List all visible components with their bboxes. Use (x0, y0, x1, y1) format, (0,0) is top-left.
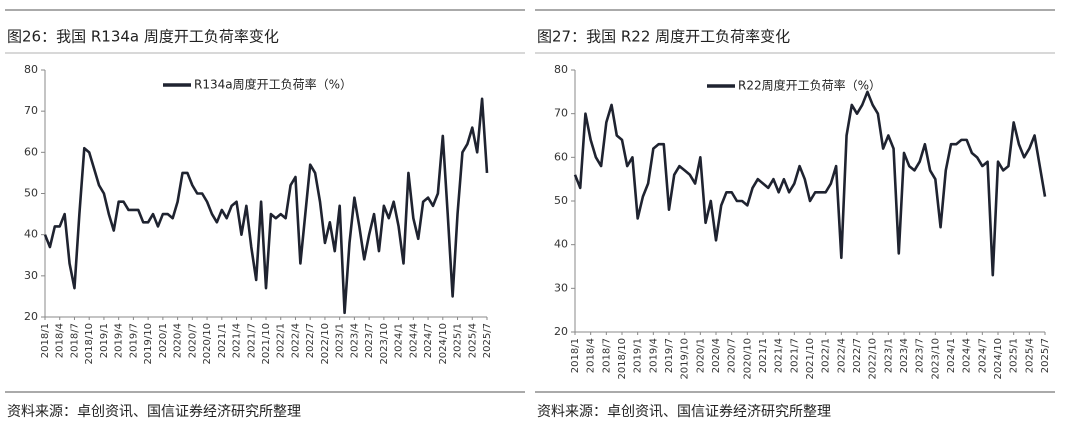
x-tick-label: 2021/7 (789, 338, 800, 373)
x-tick-label: 2022/10 (868, 338, 879, 380)
x-tick-label: 2025/1 (1009, 338, 1020, 373)
x-tick-label: 2023/7 (915, 338, 926, 373)
x-tick-label: 2020/10 (742, 338, 753, 380)
x-tick-label: 2019/10 (143, 323, 154, 365)
x-tick-label: 2020/10 (202, 323, 213, 365)
source-note: 资料来源：卓创资讯、国信证券经济研究所整理 (537, 404, 831, 420)
y-tick-label: 60 (554, 150, 568, 163)
x-tick-label: 2023/10 (379, 323, 390, 365)
x-tick-label: 2024/1 (946, 338, 957, 373)
x-tick-label: 2018/1 (40, 323, 51, 358)
x-tick-label: 2023/1 (883, 338, 894, 373)
x-tick-label: 2020/1 (695, 338, 706, 373)
x-tick-label: 2024/10 (438, 323, 449, 365)
y-tick-label: 40 (24, 228, 38, 241)
y-tick-label: 80 (24, 63, 38, 76)
x-tick-label: 2022/4 (836, 338, 847, 373)
y-tick-label: 50 (24, 187, 38, 200)
legend-label: R22周度开工负荷率（%） (738, 78, 881, 93)
x-tick-label: 2025/7 (1040, 338, 1051, 373)
x-tick-label: 2023/4 (349, 323, 360, 358)
x-tick-label: 2019/4 (114, 323, 125, 358)
x-tick-label: 2018/1 (570, 338, 581, 373)
source-note: 资料来源：卓创资讯、国信证券经济研究所整理 (7, 404, 301, 420)
y-tick-label: 20 (24, 310, 38, 323)
x-tick-label: 2020/4 (711, 338, 722, 373)
x-tick-label: 2024/1 (394, 323, 405, 358)
x-tick-label: 2021/1 (758, 338, 769, 373)
x-tick-label: 2025/7 (482, 323, 493, 358)
x-tick-label: 2025/4 (1024, 338, 1035, 373)
y-tick-label: 30 (24, 269, 38, 282)
x-tick-label: 2022/7 (852, 338, 863, 373)
x-tick-label: 2025/1 (453, 323, 464, 358)
x-tick-label: 2022/7 (305, 323, 316, 358)
series-line (43, 97, 489, 315)
chart-title: 图27：我国 R22 周度开工负荷率变化 (537, 28, 790, 46)
y-tick-label: 30 (554, 281, 568, 294)
x-tick-label: 2018/10 (84, 323, 95, 365)
x-tick-label: 2021/4 (774, 338, 785, 373)
x-tick-label: 2023/4 (899, 338, 910, 373)
x-tick-label: 2018/4 (55, 323, 66, 358)
x-tick-label: 2020/4 (173, 323, 184, 358)
y-tick-label: 70 (554, 107, 568, 120)
x-tick-label: 2020/7 (727, 338, 738, 373)
x-tick-label: 2021/7 (246, 323, 257, 358)
x-tick-label: 2022/1 (276, 323, 287, 358)
x-tick-label: 2021/4 (232, 323, 243, 358)
chart-title: 图26：我国 R134a 周度开工负荷率变化 (7, 28, 279, 46)
x-tick-label: 2019/4 (648, 338, 659, 373)
x-tick-label: 2024/10 (993, 338, 1004, 380)
x-tick-label: 2020/7 (187, 323, 198, 358)
x-tick-label: 2024/7 (977, 338, 988, 373)
x-tick-label: 2020/1 (158, 323, 169, 358)
x-tick-label: 2019/10 (680, 338, 691, 380)
y-tick-label: 60 (24, 145, 38, 158)
x-tick-label: 2018/10 (617, 338, 628, 380)
x-tick-label: 2024/7 (423, 323, 434, 358)
x-tick-label: 2023/10 (930, 338, 941, 380)
series-line (573, 90, 1047, 277)
x-tick-label: 2024/4 (962, 338, 973, 373)
x-tick-label: 2021/10 (805, 338, 816, 380)
x-tick-label: 2019/1 (633, 338, 644, 373)
x-tick-label: 2022/1 (821, 338, 832, 373)
x-tick-label: 2023/7 (364, 323, 375, 358)
legend-label: R134a周度开工负荷率（%） (194, 77, 352, 92)
x-tick-label: 2018/7 (601, 338, 612, 373)
x-tick-label: 2018/4 (586, 338, 597, 373)
x-tick-label: 2019/1 (99, 323, 110, 358)
x-tick-label: 2019/7 (664, 338, 675, 373)
x-tick-label: 2023/1 (335, 323, 346, 358)
x-tick-label: 2021/10 (261, 323, 272, 365)
y-tick-label: 20 (554, 325, 568, 338)
x-tick-label: 2021/1 (217, 323, 228, 358)
x-tick-label: 2018/7 (69, 323, 80, 358)
x-tick-label: 2019/7 (128, 323, 139, 358)
y-tick-label: 50 (554, 194, 568, 207)
y-tick-label: 80 (554, 63, 568, 76)
x-tick-label: 2022/10 (320, 323, 331, 365)
x-tick-label: 2025/4 (467, 323, 478, 358)
y-tick-label: 70 (24, 104, 38, 117)
x-tick-label: 2024/4 (408, 323, 419, 358)
y-tick-label: 40 (554, 238, 568, 251)
x-tick-label: 2022/4 (290, 323, 301, 358)
